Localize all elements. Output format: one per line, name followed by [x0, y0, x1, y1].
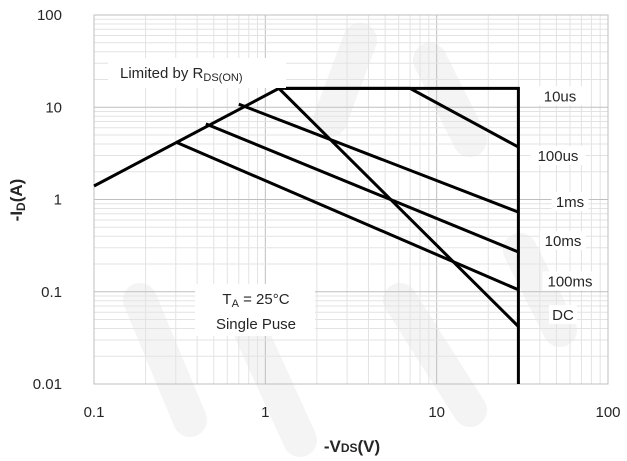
soa-curve-1ms: [238, 102, 519, 214]
soa-curve-100ms: [175, 140, 519, 292]
curve-label-1ms: 1ms: [556, 194, 584, 211]
curve-label-bg: [530, 145, 586, 165]
curve-label-bg: [549, 304, 577, 324]
curve-labels: 10us 100us 1ms 10ms 100ms DC: [530, 86, 598, 324]
curve-label-bg: [540, 230, 586, 250]
x-tick-label: 0.1: [84, 404, 105, 421]
curve-label-bg: [537, 86, 583, 106]
curve-label-dc: DC: [552, 307, 574, 324]
x-tick-label: 100: [595, 404, 620, 421]
y-tick-label: 10: [45, 99, 62, 116]
x-tick-labels: 0.1 1 10 100: [84, 404, 621, 421]
y-tick-label: 100: [37, 7, 62, 24]
ambient-temp-text: TA = 25°C: [222, 291, 289, 310]
y-tick-label: 1: [54, 192, 62, 209]
rds-limit-annotation: Limited by RDS(ON): [108, 58, 286, 88]
x-tick-label: 10: [428, 404, 445, 421]
watermark-stroke: [313, 23, 377, 137]
curves: [93, 86, 520, 384]
conditions-annotation: TA = 25°C Single Puse: [195, 284, 315, 336]
curve-label-bg: [542, 271, 598, 291]
curve-label-10us: 10us: [544, 88, 577, 105]
watermark-stroke: [383, 283, 487, 427]
soa-curve-10ms: [205, 122, 519, 254]
curve-label-100ms: 100ms: [547, 273, 592, 290]
watermark-stroke: [233, 313, 317, 457]
plot-frame: [93, 14, 609, 385]
curve-label-bg: [551, 192, 589, 212]
curve-label-10ms: 10ms: [545, 233, 582, 250]
soa-curve-dc: [93, 86, 520, 328]
x-tick-label: 1: [261, 404, 269, 421]
y-tick-labels: 0.01 0.1 1 10 100: [33, 7, 62, 393]
x-axis-title: -VDS(V): [324, 437, 380, 456]
soa-curve-100us: [284, 86, 520, 149]
y-tick-label: 0.1: [41, 284, 62, 301]
curve-label-100us: 100us: [538, 148, 579, 165]
watermark: [123, 23, 577, 457]
rds-limit-text: Limited by RDS(ON): [120, 65, 242, 84]
y-tick-label: 0.01: [33, 376, 62, 393]
pulse-text: Single Puse: [216, 316, 296, 333]
watermark-stroke: [123, 283, 207, 437]
y-axis-title: -ID(A): [7, 179, 28, 222]
